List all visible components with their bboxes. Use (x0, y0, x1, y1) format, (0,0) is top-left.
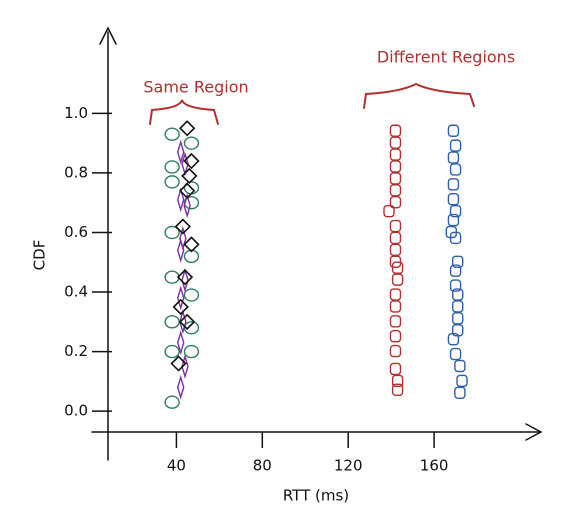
point (389, 362, 402, 376)
point (389, 136, 402, 149)
point (164, 315, 180, 329)
point (389, 184, 402, 197)
y-tick-label: 0.8 (64, 163, 88, 181)
annotation: Same Region (143, 78, 248, 97)
point (164, 175, 180, 189)
point (452, 312, 464, 325)
point (447, 178, 460, 191)
point (176, 187, 185, 213)
x-axis-label: RTT (ms) (283, 487, 349, 505)
point (181, 354, 189, 379)
point (181, 267, 189, 293)
point (449, 204, 462, 218)
point (449, 347, 462, 361)
point (389, 315, 402, 328)
point (389, 148, 402, 161)
point (183, 152, 200, 170)
point (389, 172, 402, 185)
point (176, 374, 185, 400)
brace (149, 99, 219, 125)
y-tick-label: 0.0 (64, 402, 88, 420)
point (174, 218, 191, 235)
point (179, 309, 187, 335)
point (179, 120, 196, 137)
point (176, 237, 185, 263)
point (456, 374, 468, 388)
point (391, 273, 404, 286)
point (183, 236, 200, 253)
point (164, 395, 180, 409)
point (449, 264, 462, 277)
brace (363, 82, 475, 109)
point (176, 285, 185, 311)
point (179, 313, 196, 330)
x-tick-label: 120 (334, 457, 363, 475)
point (389, 231, 402, 245)
point (176, 269, 194, 286)
point (389, 124, 402, 137)
point (449, 163, 462, 176)
annotation: Different Regions (377, 48, 515, 67)
y-axis (99, 26, 117, 461)
point (447, 193, 460, 206)
point (164, 127, 180, 141)
point (389, 330, 402, 343)
point (391, 261, 404, 274)
point (172, 298, 189, 316)
point (183, 344, 200, 359)
y-tick-label: 0.4 (64, 283, 88, 301)
point (389, 344, 402, 358)
point (389, 160, 402, 173)
point (447, 151, 460, 164)
point (391, 374, 404, 388)
y-tick-label: 0.2 (64, 342, 88, 360)
point (454, 386, 466, 399)
point (383, 204, 395, 218)
y-tick-label: 0.6 (64, 223, 88, 241)
point (449, 279, 462, 292)
point (389, 219, 402, 233)
y-tick-label: 1.0 (64, 104, 88, 122)
point (454, 359, 466, 373)
point (181, 167, 198, 185)
point (164, 344, 180, 359)
x-tick-label: 40 (167, 457, 186, 475)
y-axis-label: CDF (31, 240, 49, 271)
point (179, 182, 196, 199)
x-axis (91, 423, 543, 441)
point (183, 288, 200, 302)
point (449, 231, 462, 245)
point (452, 288, 464, 301)
point (164, 160, 180, 174)
x-tick-label: 80 (253, 457, 272, 475)
point (447, 124, 460, 137)
point (452, 255, 464, 268)
point (170, 355, 187, 372)
point (449, 139, 462, 152)
point (389, 243, 402, 257)
point (447, 213, 460, 227)
point (389, 288, 402, 301)
point (389, 196, 402, 209)
point (183, 136, 200, 150)
point (452, 300, 464, 313)
x-tick-label: 160 (420, 457, 449, 475)
point (391, 383, 404, 397)
point (183, 193, 191, 219)
point (447, 332, 460, 346)
point (389, 300, 402, 313)
point (164, 225, 180, 240)
point (176, 139, 185, 165)
point (176, 330, 185, 356)
